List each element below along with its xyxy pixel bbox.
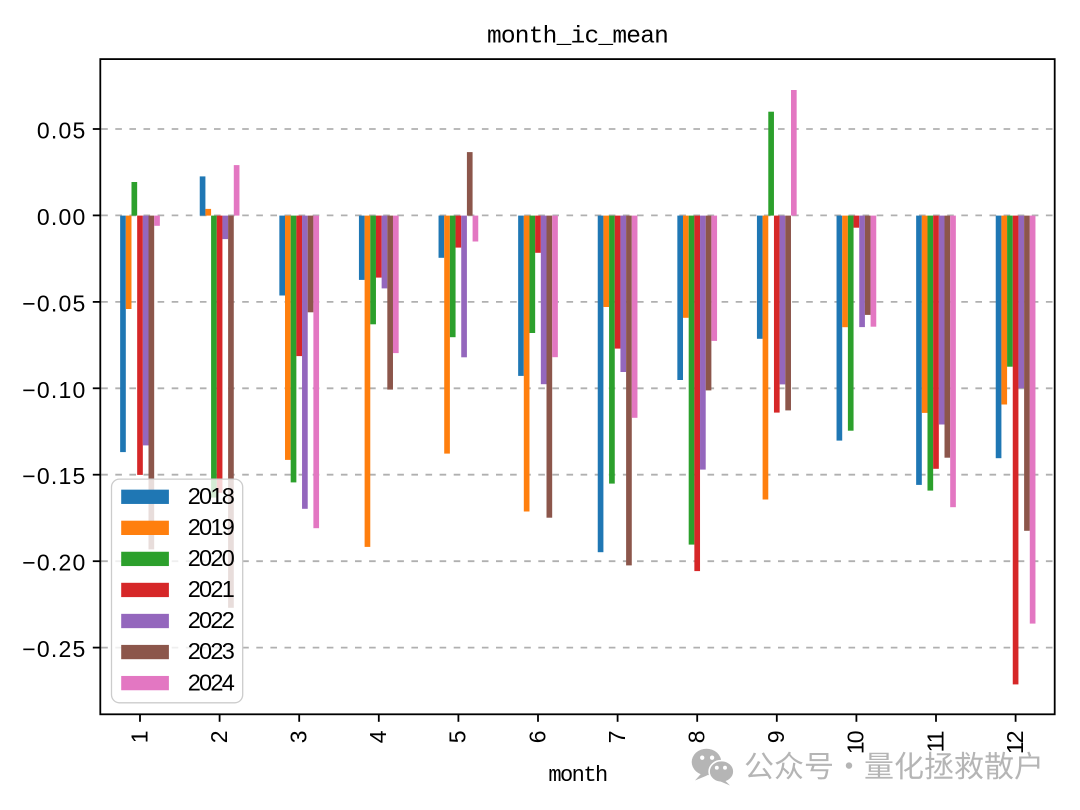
svg-text:0.05: 0.05 <box>37 118 87 144</box>
svg-text:−0.10: −0.10 <box>22 377 86 403</box>
svg-text:2021: 2021 <box>188 576 234 602</box>
svg-text:month_ic_mean: month_ic_mean <box>487 24 668 51</box>
svg-text:2020: 2020 <box>188 545 235 571</box>
svg-text:−0.20: −0.20 <box>22 550 86 576</box>
svg-text:−0.05: −0.05 <box>22 290 86 316</box>
svg-text:9: 9 <box>763 731 789 743</box>
svg-text:2019: 2019 <box>188 514 234 540</box>
svg-text:11: 11 <box>922 731 948 752</box>
svg-text:4: 4 <box>365 730 391 743</box>
svg-text:1: 1 <box>126 731 152 743</box>
svg-text:7: 7 <box>604 731 630 743</box>
svg-text:month: month <box>548 763 607 788</box>
svg-text:2018: 2018 <box>188 483 235 509</box>
svg-text:−0.25: −0.25 <box>22 636 86 662</box>
svg-text:3: 3 <box>286 731 312 743</box>
svg-text:6: 6 <box>524 731 550 743</box>
svg-text:2022: 2022 <box>188 607 234 633</box>
svg-text:2024: 2024 <box>188 669 235 695</box>
svg-text:2: 2 <box>206 731 232 743</box>
svg-text:5: 5 <box>445 731 471 743</box>
svg-text:0.00: 0.00 <box>37 204 87 230</box>
svg-text:−0.15: −0.15 <box>22 463 86 489</box>
svg-text:2023: 2023 <box>188 638 235 664</box>
svg-text:12: 12 <box>1002 731 1028 754</box>
svg-text:8: 8 <box>684 731 710 743</box>
svg-text:10: 10 <box>843 731 869 754</box>
